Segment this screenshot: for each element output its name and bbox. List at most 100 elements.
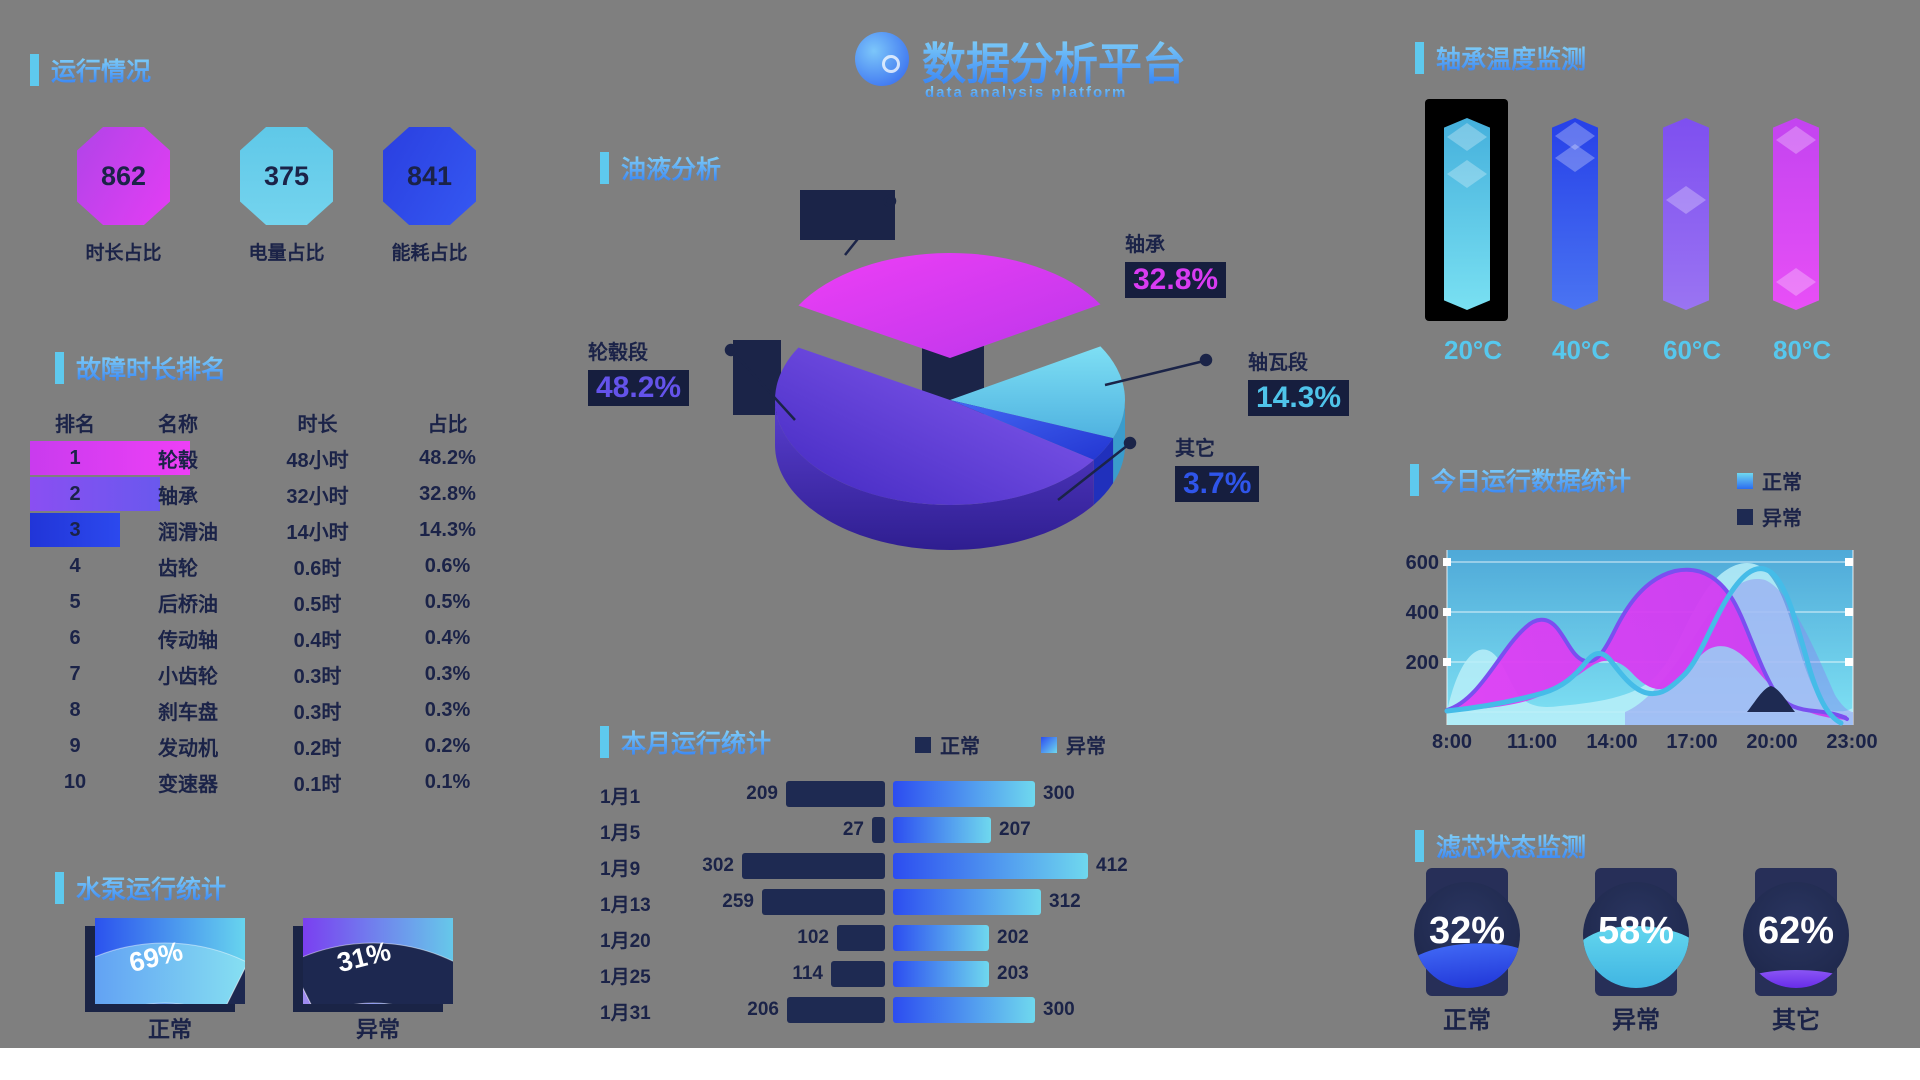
butterfly-row: 1月20 102 202: [590, 920, 1300, 956]
table-cell: 0.2%: [424, 734, 471, 757]
liquid-fill: [1743, 970, 1849, 988]
gauge-fill-arc: [95, 942, 245, 1004]
pie-slice-value: 32.8%: [1125, 262, 1227, 298]
rank-highlight-bar: [30, 513, 120, 547]
y-axis: 600 400 200: [1406, 552, 1439, 674]
table-cell: 0.3时: [293, 701, 342, 724]
ranking-title-text: 故障时长排名: [76, 350, 226, 386]
table-cell: 48.2%: [419, 446, 476, 469]
butterfly-category: 1月25: [600, 967, 651, 988]
table-cell: 轮毂: [158, 449, 198, 472]
stat-label: 时长占比: [85, 243, 162, 264]
liquid-label: 正常: [1443, 1007, 1491, 1034]
series-dark-peak: [1747, 686, 1795, 712]
x-tick: 20:00: [1746, 731, 1797, 753]
table-cell: 0.1%: [424, 770, 471, 793]
temp-bar-80: [1773, 118, 1819, 310]
butterfly-left-bar: [837, 925, 885, 951]
title-bar-icon: [30, 54, 39, 86]
table-cell: 10: [63, 770, 87, 793]
table-cell: 0.6%: [424, 554, 471, 577]
temperature-widget: 轴承温度监测 20°C 40°C 60°C 80°C: [1410, 40, 1890, 380]
stats-widget: 运行情况 862 375 841 时长占比 电量占比 能耗占比: [30, 52, 500, 282]
butterfly-rows: 1月1 209 300 1月5 27 207 1月9 302 412 1月13 259 312 1月20…: [590, 776, 1300, 1028]
stats-title-text: 运行情况: [51, 52, 151, 88]
title-bar-icon: [1415, 42, 1424, 74]
table-cell: 6: [69, 626, 81, 649]
pie-slice-value: 3.7%: [1175, 466, 1260, 502]
butterfly-left-bar: [786, 781, 885, 807]
butterfly-right: 300: [893, 781, 1153, 807]
liquid-title: 滤芯状态监测: [1415, 828, 1890, 864]
stat-value: 375: [263, 160, 310, 191]
butterfly-row: 1月5 27 207: [590, 812, 1300, 848]
liquid-value: 32%: [1428, 910, 1506, 952]
butterfly-right: 412: [893, 853, 1153, 879]
butterfly-right: 312: [893, 889, 1153, 915]
butterfly-right-bar: [893, 853, 1088, 879]
table-cell: 0.3%: [424, 698, 471, 721]
line-normal: [1444, 566, 1844, 726]
table-row: 3 润滑油 14小时 14.3%: [30, 512, 500, 548]
butterfly-category: 1月13: [600, 895, 651, 916]
butterfly-left: 102: [660, 925, 885, 951]
series-normal-area: [1447, 563, 1853, 725]
legend-swatch-icon: [1737, 508, 1753, 525]
table-row: 5 后桥油 0.5时 0.5%: [30, 584, 500, 620]
butterfly-right: 207: [893, 817, 1153, 843]
stat-shape-2: 375: [240, 127, 333, 225]
butterfly-right-value: 300: [1043, 999, 1075, 1020]
gauge-body: 69%: [95, 918, 245, 1004]
temp-bar-60: [1663, 118, 1709, 310]
butterfly-title: 本月运行统计: [600, 724, 1300, 760]
table-cell: 0.2时: [293, 737, 342, 760]
table-row: 1 轮毂 48小时 48.2%: [30, 440, 500, 476]
footer-bar: [0, 1048, 1920, 1080]
pie-slice-top: [798, 252, 1101, 358]
gauges-title-text: 水泵运行统计: [76, 870, 226, 906]
col-rank: 排名: [55, 413, 95, 436]
rank-highlight-bar: [30, 477, 160, 511]
gauge-card-2: 31%: [293, 918, 453, 1012]
table-cell: 润滑油: [158, 521, 218, 544]
butterfly-left: 259: [660, 889, 885, 915]
gauge-card-1: 69%: [85, 918, 245, 1012]
title-bar-icon: [55, 352, 64, 384]
butterfly-left: 114: [660, 961, 885, 987]
gauge-arc: [303, 942, 453, 1004]
table-cell: 14小时: [286, 521, 349, 544]
title-bar-icon: [1415, 830, 1424, 862]
table-cell: 9: [69, 734, 81, 757]
pie-callout-box: [800, 190, 895, 240]
butterfly-left-bar: [831, 961, 885, 987]
y-tick: 400: [1406, 602, 1439, 624]
table-cell: 8: [69, 698, 81, 721]
butterfly-right-bar: [893, 925, 989, 951]
butterfly-left-value: 114: [792, 963, 823, 984]
butterfly-right-value: 203: [997, 963, 1029, 984]
legend-label: 正常: [940, 736, 980, 758]
pie-label-other: 其它 3.7%: [1175, 432, 1260, 502]
x-tick: 11:00: [1507, 731, 1557, 753]
legend-label: 异常: [1762, 508, 1802, 530]
legend-abnormal: 异常: [1041, 730, 1106, 759]
butterfly-category: 1月1: [600, 787, 641, 808]
liquid-label: 异常: [1612, 1007, 1660, 1034]
legend-label: 异常: [1066, 736, 1106, 758]
facet-icon: [1776, 268, 1816, 296]
butterfly-row: 1月25 114 203: [590, 956, 1300, 992]
table-header: 排名 名称 时长 占比: [30, 404, 500, 440]
table-cell: 1: [69, 446, 81, 469]
table-row: 2 轴承 32小时 32.8%: [30, 476, 500, 512]
butterfly-right-bar: [893, 817, 991, 843]
x-tick: 14:00: [1586, 731, 1637, 753]
butterfly-left-bar: [787, 997, 885, 1023]
logo-ring-icon: [882, 55, 900, 73]
col-duration: 时长: [297, 413, 338, 436]
page-subtitle: data analysis platform: [925, 84, 1128, 101]
y-tick: 600: [1406, 552, 1439, 574]
butterfly-right: 203: [893, 961, 1153, 987]
gauge-label: 异常: [355, 1017, 400, 1042]
butterfly-row: 1月31 206 300: [590, 992, 1300, 1028]
butterfly-left-bar: [762, 889, 885, 915]
